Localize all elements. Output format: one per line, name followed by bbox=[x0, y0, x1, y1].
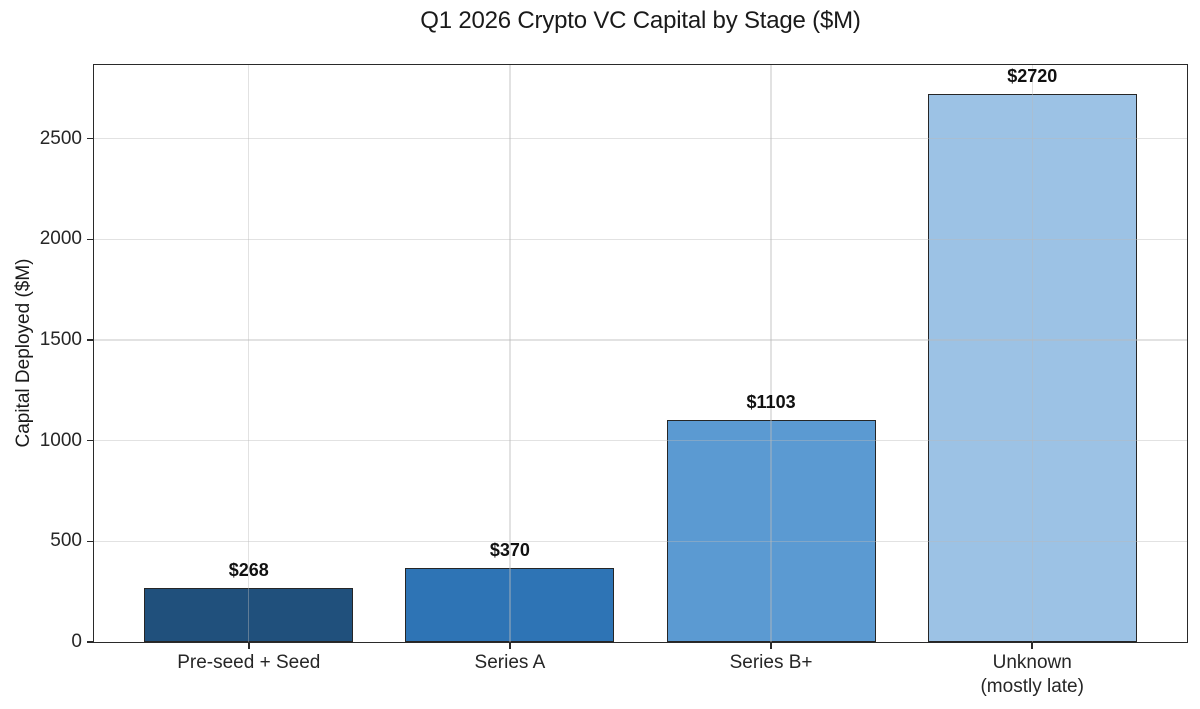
x-axis-tick-label: Series B+ bbox=[730, 651, 813, 675]
y-axis-tick bbox=[87, 238, 94, 241]
x-axis-tick-label: Pre-seed + Seed bbox=[177, 651, 320, 675]
bar-value-label: $2720 bbox=[1007, 66, 1058, 87]
y-axis-tick-label: 2500 bbox=[39, 127, 82, 149]
x-axis-tick-label: Series A bbox=[475, 651, 546, 675]
vertical-gridline bbox=[248, 65, 250, 642]
x-axis-tick bbox=[247, 642, 250, 649]
bar-1 bbox=[144, 588, 354, 642]
bar-value-label: $1103 bbox=[746, 391, 796, 412]
y-axis-label: Capital Deployed ($M) bbox=[13, 258, 34, 448]
y-axis-tick bbox=[87, 439, 94, 442]
x-axis-tick-label: Unknown (mostly late) bbox=[980, 651, 1083, 700]
x-axis-tick-label-line: (mostly late) bbox=[980, 676, 1084, 698]
y-axis-tick bbox=[87, 339, 94, 341]
x-axis-tick-label-line: Pre-seed + Seed bbox=[177, 652, 321, 673]
bar-2 bbox=[405, 567, 615, 642]
y-axis-tick-label: 2000 bbox=[39, 228, 82, 250]
bar-value-label: $370 bbox=[489, 539, 530, 560]
y-axis-tick-label: 1500 bbox=[39, 329, 82, 350]
x-axis-tick bbox=[1031, 642, 1034, 649]
bar-3 bbox=[666, 419, 876, 642]
y-axis-tick bbox=[87, 540, 94, 543]
y-axis-tick bbox=[87, 137, 94, 140]
x-axis-tick-label-line: Series A bbox=[474, 652, 546, 673]
x-axis-tick bbox=[509, 642, 511, 649]
y-axis-tick-label: 1000 bbox=[39, 429, 82, 451]
x-axis-tick-label-line: Unknown bbox=[992, 652, 1072, 673]
y-axis-tick bbox=[87, 641, 94, 643]
bar-4 bbox=[927, 94, 1137, 642]
x-axis-tick bbox=[770, 642, 772, 649]
x-axis-tick-label-line: Series B+ bbox=[729, 652, 813, 673]
bar-value-label: $268 bbox=[228, 560, 269, 581]
chart-title: Q1 2026 Crypto VC Capital by Stage ($M) bbox=[420, 7, 861, 34]
y-axis-tick-label: 500 bbox=[50, 530, 82, 552]
y-axis-tick-label: 0 bbox=[71, 631, 82, 652]
plot-area: 0 500 1000 1500 2000 2500 $268 Pre-seed + Seed $… bbox=[40, 64, 1188, 697]
